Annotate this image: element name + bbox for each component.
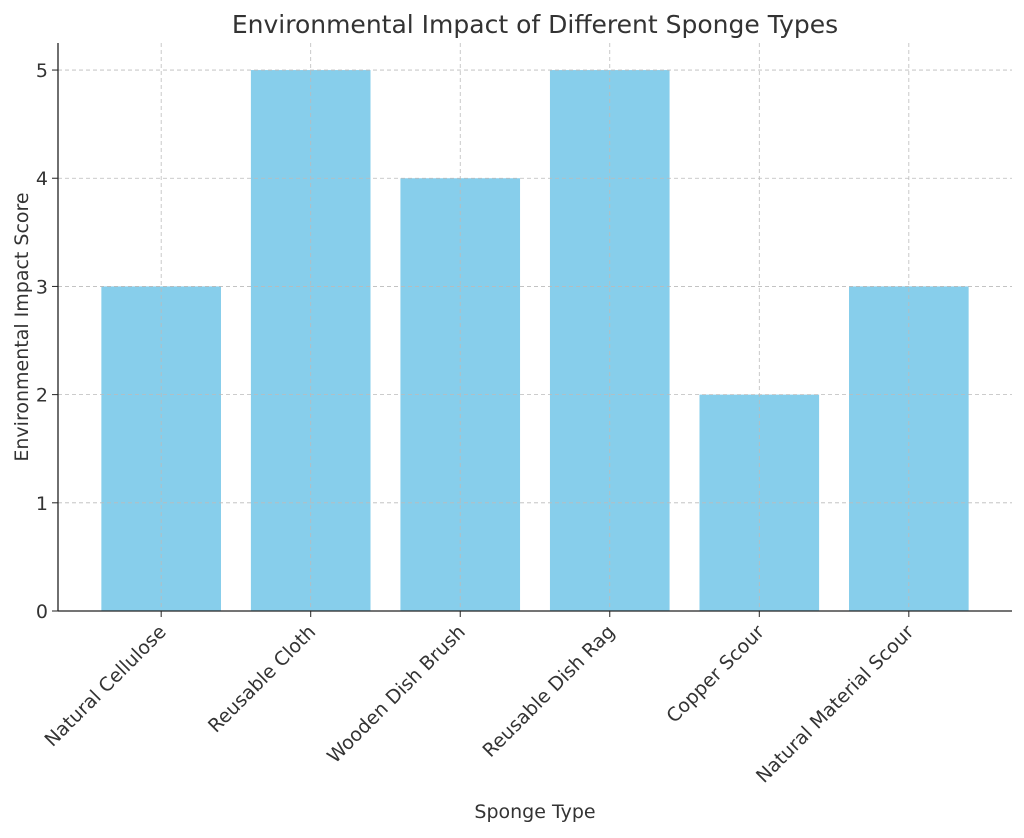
y-tick-label: 5 (36, 60, 48, 82)
x-tick-label: Natural Cellulose (40, 621, 170, 751)
y-tick-label: 4 (36, 168, 48, 190)
bars (101, 70, 969, 612)
grid-overlay (58, 43, 1012, 612)
x-tick-label: Natural Material Scour (752, 621, 919, 788)
x-tick-label: Wooden Dish Brush (323, 621, 470, 768)
y-tick-label: 3 (36, 276, 48, 298)
x-tick-label: Reusable Cloth (204, 621, 320, 737)
x-axis-label: Sponge Type (474, 801, 595, 823)
y-tick-label: 0 (36, 601, 48, 623)
y-tick-label: 2 (36, 385, 48, 407)
y-axis-label: Environmental Impact Score (11, 192, 33, 461)
x-tick-label: Copper Scour (662, 621, 769, 728)
chart-title: Environmental Impact of Different Sponge… (232, 10, 838, 39)
y-tick-label: 1 (36, 493, 48, 515)
x-ticks: Natural Cellulose Reusable Cloth Wooden Di… (40, 611, 918, 787)
y-ticks: 0 1 2 3 4 5 (36, 60, 58, 623)
x-tick-label: Reusable Dish Rag (479, 621, 620, 762)
